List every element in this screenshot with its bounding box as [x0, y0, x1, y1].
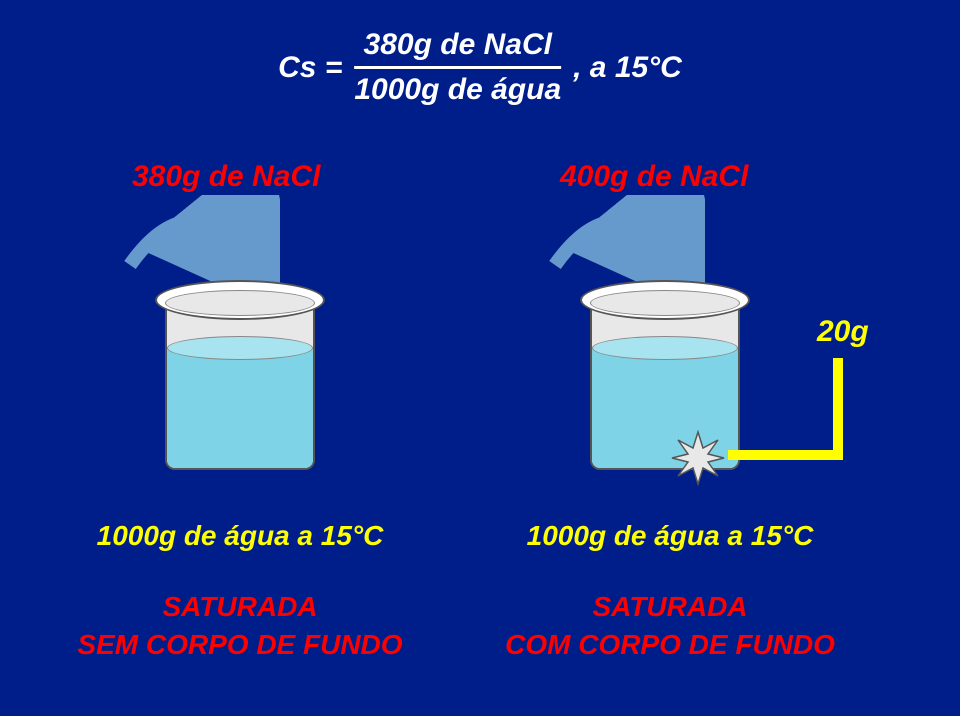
bottom-label-right: 1000g de água a 15°C SATURADA COM CORPO …	[500, 520, 840, 664]
beaker-left	[155, 280, 325, 480]
saturada-right: SATURADA	[500, 588, 840, 626]
bottom-label-left: 1000g de água a 15°C SATURADA SEM CORPO …	[70, 520, 410, 664]
arrow-right-icon	[525, 195, 705, 285]
beaker-rim-inner	[590, 290, 740, 316]
water	[167, 348, 313, 468]
water-caption-right: 1000g de água a 15°C	[500, 520, 840, 552]
water-surface	[167, 336, 313, 360]
beaker-rim-inner	[165, 290, 315, 316]
sem-corpo: SEM CORPO DE FUNDO	[70, 626, 410, 664]
saturada-left: SATURADA	[70, 588, 410, 626]
water-caption-left: 1000g de água a 15°C	[70, 520, 410, 552]
label-380g: 380g de NaCl	[132, 160, 320, 194]
beaker-body	[165, 300, 315, 470]
label-400g: 400g de NaCl	[560, 160, 748, 194]
fraction: 380g de NaCl 1000g de água	[354, 28, 561, 107]
denominator: 1000g de água	[354, 73, 561, 107]
precipitate-icon	[670, 430, 726, 486]
label-20g: 20g	[817, 315, 869, 349]
formula-suffix: , a 15°C	[573, 51, 682, 85]
elbow-connector-icon	[720, 350, 860, 470]
fraction-bar	[354, 66, 561, 69]
numerator: 380g de NaCl	[364, 28, 552, 62]
water-surface	[592, 336, 738, 360]
formula: Cs = 380g de NaCl 1000g de água , a 15°C	[278, 28, 682, 107]
com-corpo: COM CORPO DE FUNDO	[500, 626, 840, 664]
cs-eq: Cs =	[278, 51, 342, 85]
arrow-left-icon	[100, 195, 280, 285]
